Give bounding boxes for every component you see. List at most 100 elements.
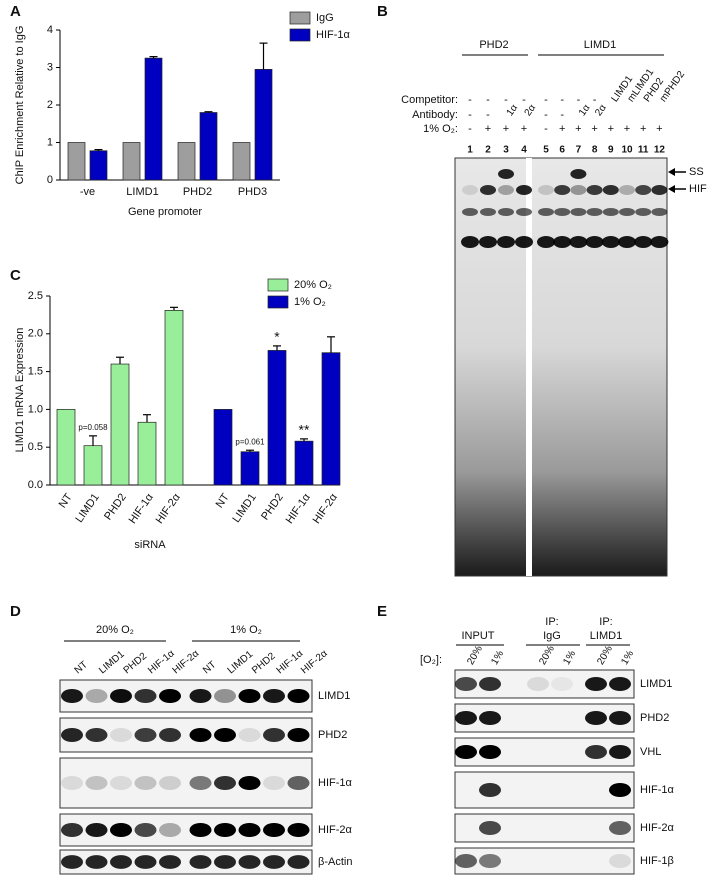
band — [586, 185, 603, 195]
x-tick-label: HIF-2α — [154, 491, 184, 526]
bar — [254, 69, 273, 181]
gel — [454, 157, 668, 577]
antibody: 1α — [505, 102, 521, 118]
band — [554, 185, 571, 195]
blot-label: LIMD1 — [640, 678, 672, 690]
band — [61, 823, 83, 837]
oxygen: + — [640, 123, 646, 135]
bar — [122, 142, 141, 181]
y-tick-label: 1.0 — [28, 403, 43, 415]
bar — [67, 142, 86, 181]
x-axis-label: siRNA — [134, 539, 166, 551]
x-tick-label: PHD2 — [183, 186, 212, 198]
band — [287, 855, 310, 869]
antibody: 2α — [593, 102, 609, 118]
band — [189, 855, 212, 869]
lane-number: 8 — [592, 145, 598, 156]
row-label: Competitor: — [401, 94, 458, 106]
band — [479, 236, 497, 248]
band — [498, 185, 514, 195]
y-axis-label: LIMD1 mRNA Expression — [14, 328, 26, 453]
panel-label: D — [10, 603, 21, 620]
band — [455, 854, 477, 868]
lane-number: 9 — [608, 145, 614, 156]
oxygen: + — [608, 123, 614, 135]
lane-label: 1% — [489, 649, 506, 667]
band — [538, 185, 554, 195]
band — [527, 677, 549, 691]
x-tick-label: PHD2 — [102, 492, 129, 523]
group-label: LIMD1 — [584, 39, 616, 51]
oxygen: - — [468, 123, 472, 135]
band — [516, 208, 532, 216]
band — [479, 711, 501, 725]
x-tick-label: PHD2 — [259, 492, 286, 523]
lane-label: LIMD1 — [226, 649, 256, 677]
legend-label: 20% O₂ — [294, 279, 332, 291]
band — [609, 783, 631, 797]
band — [609, 821, 631, 835]
band — [85, 823, 108, 837]
band — [189, 776, 212, 790]
lane-number: 12 — [654, 145, 666, 156]
band — [110, 823, 132, 837]
antibody: 2α — [523, 102, 539, 118]
band — [238, 855, 261, 869]
oxygen: + — [485, 123, 491, 135]
band — [134, 689, 157, 703]
group-label: IP: — [599, 616, 612, 628]
oxygen: + — [656, 123, 662, 135]
band — [159, 728, 181, 742]
y-tick-label: 2 — [47, 99, 53, 111]
lane-label: NT — [201, 659, 218, 676]
band — [634, 236, 653, 248]
band — [134, 728, 157, 742]
band — [635, 185, 652, 195]
x-tick-label: NT — [57, 491, 75, 510]
lane-number: 7 — [576, 145, 582, 156]
band — [263, 823, 285, 837]
band — [189, 728, 212, 742]
x-axis-label: Gene promoter — [128, 206, 202, 218]
antibody: - — [486, 109, 490, 121]
band — [609, 711, 631, 725]
band — [159, 776, 181, 790]
legend-label: IgG — [316, 12, 334, 24]
band — [585, 711, 607, 725]
band — [61, 776, 83, 790]
bar — [83, 445, 103, 486]
band — [554, 208, 571, 216]
band — [238, 823, 261, 837]
band — [110, 855, 132, 869]
band — [287, 689, 310, 703]
band — [238, 689, 261, 703]
band — [85, 776, 108, 790]
antibody: - — [544, 109, 548, 121]
group-label: INPUT — [462, 630, 495, 642]
legend-label: 1% O₂ — [294, 296, 326, 308]
bar — [321, 352, 341, 486]
blot-label: LIMD1 — [318, 690, 350, 702]
bar — [267, 350, 287, 486]
x-tick-label: LIMD1 — [126, 186, 158, 198]
band — [480, 185, 496, 195]
band — [61, 728, 83, 742]
group-label: IP: — [545, 616, 558, 628]
blot-label: HIF-1β — [640, 855, 674, 867]
band — [479, 677, 501, 691]
band — [110, 728, 132, 742]
y-axis-label: ChIP Enrichment Relative to IgG — [14, 26, 26, 185]
band — [516, 185, 532, 195]
marker-label: HIF — [689, 183, 707, 195]
band — [498, 169, 514, 179]
y-tick-label: 3 — [47, 61, 53, 73]
band — [461, 236, 479, 248]
panel-label: C — [10, 267, 21, 284]
band — [569, 236, 588, 248]
band — [214, 728, 236, 742]
x-tick-label: LIMD1 — [230, 492, 258, 525]
band — [635, 208, 652, 216]
blot-label: PHD2 — [318, 729, 347, 741]
lane-number: 4 — [521, 145, 527, 156]
